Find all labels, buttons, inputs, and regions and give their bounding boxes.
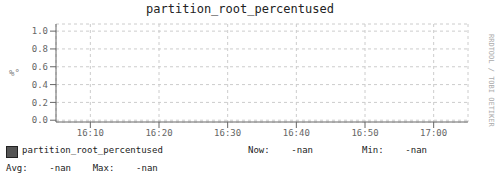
svg-text:0.8: 0.8 [32,44,48,54]
svg-text:16:40: 16:40 [283,128,310,138]
svg-text:0.4: 0.4 [32,80,48,90]
svg-text:16:20: 16:20 [145,128,172,138]
html-text:Min: -nan: Min: -nan [362,145,427,155]
svg-text:16:50: 16:50 [351,128,378,138]
html-text:partition_root_percentused: partition_root_percentused [22,145,163,155]
html-text:partition_root_percentused: partition_root_percentused [146,2,334,16]
html-text:Now: -nan: Now: -nan [248,145,313,155]
svg-text:0.0: 0.0 [32,115,48,125]
html-text:RRDTOOL / TOBI OETIKER: RRDTOOL / TOBI OETIKER [487,33,495,127]
html-text:Avg: -nan Max: -nan: Avg: -nan Max: -nan [6,163,158,173]
svg-text:0.6: 0.6 [32,62,48,72]
svg-text:1.0: 1.0 [32,26,48,36]
svg-text:%°: %° [9,68,20,78]
svg-text:17:00: 17:00 [420,128,447,138]
svg-text:0.2: 0.2 [32,98,48,108]
svg-text:16:10: 16:10 [77,128,104,138]
svg-text:16:30: 16:30 [214,128,241,138]
